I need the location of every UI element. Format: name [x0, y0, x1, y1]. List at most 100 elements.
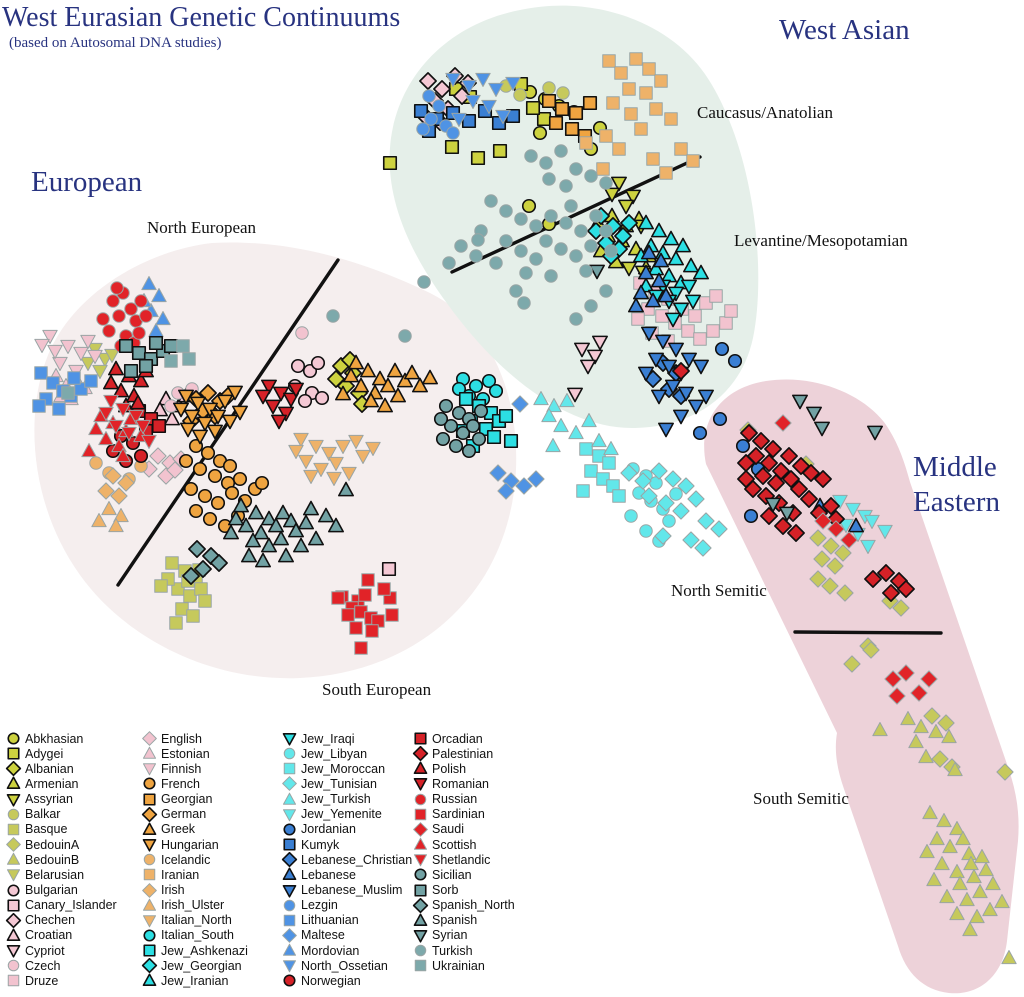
point-Sardinian: [354, 641, 368, 655]
point-Jew_Ashkenazi: [503, 433, 519, 449]
point-Russian: [112, 309, 126, 323]
point-BedouinB: [936, 813, 952, 828]
point-Turkish: [559, 179, 573, 193]
point-Palestinian: [882, 584, 900, 602]
point-Hungarian: [227, 385, 243, 401]
point-Lebanese_Muslim: [661, 359, 677, 375]
point-Iranian: [674, 142, 688, 156]
point-French: [197, 488, 213, 504]
point-Hungarian: [180, 422, 196, 438]
point-Lebanese_Muslim: [681, 352, 697, 368]
point-Lithuanian: [84, 374, 98, 388]
point-Spanish: [338, 481, 354, 497]
point-Palestinian: [752, 432, 770, 450]
point-Sorb: [163, 338, 179, 354]
point-Lithuanian: [52, 402, 66, 416]
point-Spanish: [268, 517, 284, 533]
point-Spanish: [233, 497, 249, 513]
point-Shetlandic: [141, 434, 157, 449]
point-Sardinian: [385, 608, 399, 622]
point-Polish: [113, 382, 129, 398]
point-Russian: [139, 309, 153, 323]
point-Jew_Libyan: [639, 524, 653, 538]
point-Belarusian: [92, 364, 108, 379]
point-Lithuanian: [34, 366, 48, 380]
point-English: [166, 461, 184, 479]
point-Iranian: [622, 82, 636, 96]
point-Polish: [103, 374, 119, 390]
point-Mordovian: [141, 276, 157, 291]
point-Icelandic: [89, 456, 103, 470]
point-Jew_Iranian: [683, 257, 699, 273]
point-French: [183, 481, 199, 497]
point-Turkish: [542, 172, 556, 186]
point-Jew_Georgian: [620, 214, 638, 232]
point-Jew_Moroccan: [576, 484, 590, 498]
point-Canary_Islander: [381, 561, 397, 577]
point-BedouinB: [908, 734, 924, 749]
sublabel-north-european: North European: [147, 218, 257, 237]
point-Finnish: [80, 334, 96, 349]
point-Georgian: [554, 101, 570, 117]
point-BedouinA: [931, 750, 949, 768]
point-Druze: [724, 304, 738, 318]
divider-line-middle-eastern: [793, 630, 943, 635]
point-BedouinB: [978, 862, 994, 877]
point-Turkish: [514, 212, 528, 226]
point-French: [224, 485, 240, 501]
point-Jew_Tunisian: [654, 527, 672, 545]
point-Syrian: [779, 506, 795, 522]
point-English: [149, 447, 167, 465]
point-Polish: [108, 360, 124, 376]
point-Jew_Tunisian: [634, 472, 652, 490]
point-Italian_South: [468, 378, 484, 394]
point-Basque: [194, 582, 208, 596]
point-BedouinA: [937, 714, 955, 732]
point-Jew_Tunisian: [640, 487, 658, 505]
point-Jew_Tunisian: [664, 470, 682, 488]
point-Georgian: [564, 121, 580, 137]
point-Turkish: [499, 234, 513, 248]
point-Turkish: [569, 162, 583, 176]
point-BedouinB: [872, 722, 888, 737]
point-Jew_Tunisian: [682, 531, 700, 549]
sublabel-south-european: South European: [322, 680, 432, 699]
point-BedouinB: [1001, 950, 1017, 965]
point-Lebanese_Muslim: [648, 352, 664, 368]
point-Ukrainian: [182, 352, 196, 366]
point-Turkish: [574, 224, 588, 238]
point-BedouinA: [822, 537, 840, 555]
point-Iranian: [646, 152, 660, 166]
point-Sorb: [118, 338, 134, 354]
point-Russian: [96, 312, 110, 326]
point-BedouinB: [972, 884, 988, 899]
point-Italian_North: [298, 454, 314, 469]
point-Jew_Turkish: [603, 441, 619, 456]
point-Greek: [335, 385, 351, 401]
point-Lebanese: [638, 264, 654, 280]
point-Lithuanian: [67, 371, 81, 385]
point-North_Ossetian: [461, 79, 477, 94]
point-Palestinian: [672, 362, 690, 380]
point-Palestinian: [774, 517, 792, 535]
point-Palestinian: [754, 467, 772, 485]
point-Iranian: [606, 96, 620, 110]
point-Jew_Iranian: [663, 230, 679, 246]
point-Jordanian: [714, 341, 730, 357]
point-BedouinA: [862, 641, 880, 659]
point-Shetlandic: [135, 419, 151, 434]
point-Greek: [412, 377, 428, 393]
point-French: [178, 453, 194, 469]
point-Italian_North: [293, 432, 309, 447]
point-Iranian: [664, 112, 678, 126]
point-Turkish: [469, 249, 483, 263]
point-Jew_Turkish: [545, 438, 561, 453]
point-Sicilian: [455, 425, 471, 441]
point-North_Ossetian: [465, 94, 481, 109]
point-Iranian: [602, 54, 616, 68]
point-BedouinA: [826, 557, 844, 575]
point-Turkish: [517, 296, 531, 310]
point-Spanish_North: [210, 554, 228, 572]
point-Iranian: [654, 74, 668, 88]
point-Turkish: [471, 233, 485, 247]
